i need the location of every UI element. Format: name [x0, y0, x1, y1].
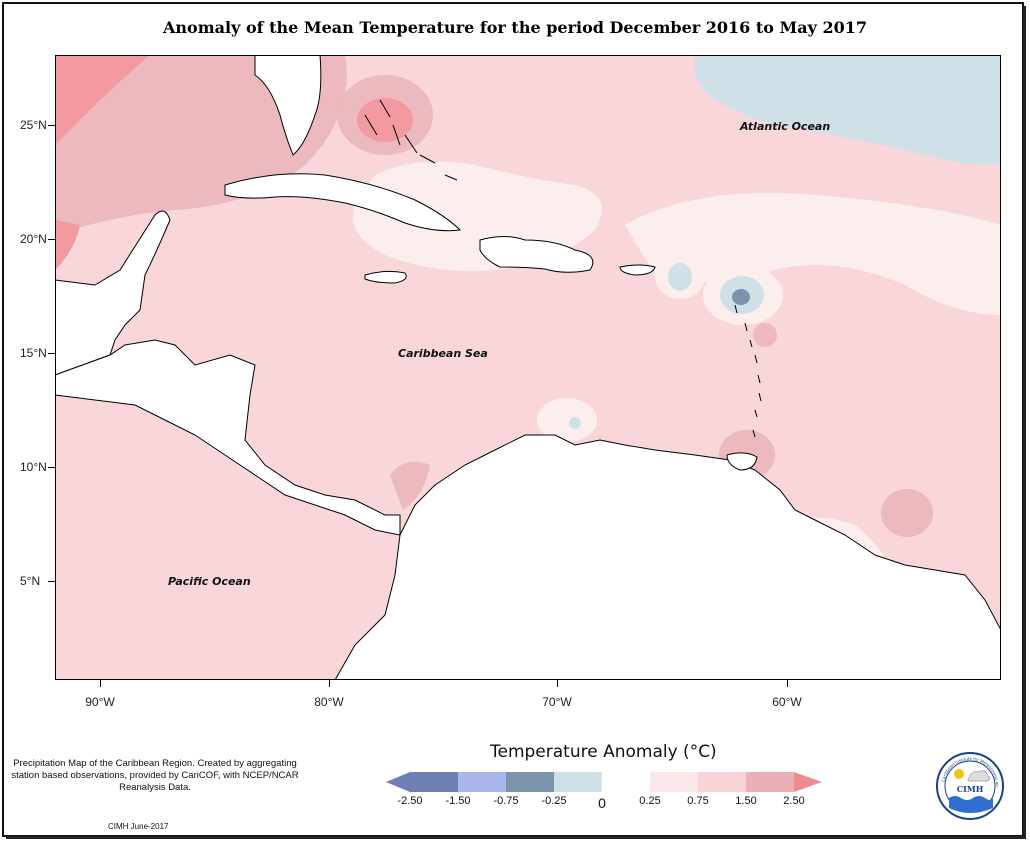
legend-swatch [458, 772, 506, 792]
lon-label-60w: 60°W [772, 695, 802, 709]
land-hispaniola [479, 236, 594, 273]
anomaly-zone-martinique [753, 323, 777, 347]
anomaly-zone-bahamas-core [357, 98, 413, 142]
anomaly-map-svg [55, 55, 1001, 680]
cimh-logo: CIMH Caribbean Institute for Meteorology… [935, 750, 1004, 820]
credit-text: CIMH June-2017 [108, 822, 169, 831]
anomaly-zone-neutral-atlantic [625, 193, 1001, 315]
logo-text: CIMH [957, 784, 984, 794]
legend-tick-label: -2.50 [397, 795, 423, 807]
anomaly-zone-gulf-hot [55, 55, 150, 145]
lon-label-90w: 90°W [85, 695, 115, 709]
lat-label-15n: 15°N [20, 346, 47, 360]
legend-tick-label: 2.50 [783, 795, 805, 807]
legend-swatch [650, 772, 698, 792]
land-florida [254, 55, 322, 156]
lat-label-10n: 10°N [20, 460, 47, 474]
legend-extend-high [794, 772, 822, 792]
islands-bahamas [364, 99, 458, 181]
lon-tick [100, 680, 101, 687]
map-area[interactable] [55, 55, 1001, 680]
map-title: Anomaly of the Mean Temperature for the … [163, 18, 867, 37]
legend-swatch [554, 772, 602, 792]
lon-label-70w: 70°W [542, 695, 572, 709]
legend-swatch [410, 772, 458, 792]
legend-tick-label: 0 [598, 795, 606, 811]
lon-tick [787, 680, 788, 687]
legend-tick-label: 0.25 [639, 795, 661, 807]
label-pacific-ocean: Pacific Ocean [168, 575, 251, 588]
legend-swatch [746, 772, 794, 792]
waves-icon [949, 796, 993, 813]
lat-tick [48, 353, 55, 354]
islands-lesser-antilles [734, 304, 762, 438]
anomaly-zone-abc-ring [537, 398, 597, 442]
lon-label-80w: 80°W [314, 695, 344, 709]
legend-colorbar [386, 772, 822, 792]
legend-tick-label: -1.50 [445, 795, 471, 807]
anomaly-zone-cool-atlantic [695, 55, 1001, 165]
legend-swatch [602, 772, 650, 792]
source-note: Precipitation Map of the Caribbean Regio… [11, 758, 299, 793]
sun-icon [954, 769, 964, 779]
lon-tick [557, 680, 558, 687]
lat-tick [48, 239, 55, 240]
legend-tick-label: 0.75 [687, 795, 709, 807]
lat-tick [48, 467, 55, 468]
anomaly-zone-gulf-south [55, 220, 80, 270]
land-mexico [55, 210, 171, 376]
legend-swatch [506, 772, 554, 792]
anomaly-zone-pr-cool [668, 263, 692, 291]
land-jamaica [364, 270, 407, 284]
legend-tick-label: -0.75 [493, 795, 519, 807]
legend-extend-low [386, 772, 410, 792]
lon-tick [329, 680, 330, 687]
legend-tick-label: 1.50 [735, 795, 757, 807]
lat-label-20n: 20°N [20, 232, 47, 246]
lat-tick [48, 125, 55, 126]
anomaly-zone-guiana [881, 489, 933, 537]
small-islands [364, 99, 762, 438]
land-layer [55, 55, 1001, 680]
anomaly-zone-panama [390, 461, 430, 510]
land-cuba [224, 173, 462, 232]
cloud-icon [967, 770, 991, 782]
lat-tick [48, 581, 55, 582]
legend-swatch [698, 772, 746, 792]
legend-title: Temperature Anomaly (°C) [490, 742, 717, 762]
lat-label-5n: 5°N [20, 574, 41, 588]
land-central-america [55, 339, 401, 536]
label-caribbean-sea: Caribbean Sea [398, 347, 488, 360]
anomaly-zone-abc-cool [569, 417, 581, 429]
legend-swatches [386, 772, 822, 792]
land-puerto-rico [619, 264, 656, 276]
lat-label-25n: 25°N [20, 118, 47, 132]
land-south-america [334, 434, 1001, 680]
anomaly-zone-leewards-core [732, 289, 750, 305]
legend-tick-label: -0.25 [541, 795, 567, 807]
land-trinidad [726, 452, 758, 471]
label-atlantic-ocean: Atlantic Ocean [740, 120, 831, 133]
